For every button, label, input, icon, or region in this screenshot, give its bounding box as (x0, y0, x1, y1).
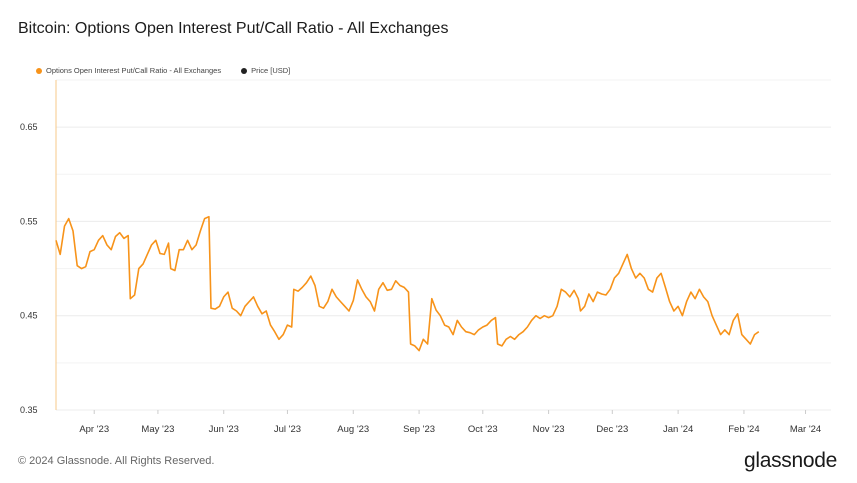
x-tick-label: Jul '23 (274, 424, 301, 435)
y-tick-label: 0.65 (20, 122, 38, 132)
legend-label-put-call-ratio: Options Open Interest Put/Call Ratio - A… (46, 66, 222, 75)
glassnode-logo: glassnode (743, 449, 837, 472)
chart-legend: Options Open Interest Put/Call Ratio - A… (36, 66, 290, 75)
y-tick-label: 0.45 (20, 311, 38, 321)
y-tick-label: 0.55 (20, 216, 38, 226)
x-tick-label: Nov '23 (533, 424, 565, 435)
x-tick-label: May '23 (141, 424, 174, 435)
x-tick-label: Apr '23 (79, 424, 109, 435)
x-tick-label: Sep '23 (403, 424, 435, 435)
series-color-dot (36, 67, 42, 74)
copyright-footer: © 2024 Glassnode. All Rights Reserved. (18, 455, 215, 467)
x-tick-label: Mar '24 (790, 424, 821, 435)
x-tick-label: Jun '23 (209, 424, 239, 435)
x-tick-label: Oct '23 (468, 424, 498, 435)
x-tick-label: Feb '24 (728, 424, 759, 435)
x-tick-label: Dec '23 (596, 424, 628, 435)
legend-label-price: Price [USD] (251, 66, 291, 75)
x-tick-label: Aug '23 (337, 424, 369, 435)
series-line-put-call-ratio (55, 215, 760, 352)
x-tick-label: Jan '24 (663, 424, 693, 435)
page-title: Bitcoin: Options Open Interest Put/Call … (18, 20, 449, 37)
y-tick-label: 0.35 (20, 405, 38, 415)
legend-item-put-call-ratio[interactable]: Options Open Interest Put/Call Ratio - A… (36, 66, 221, 75)
price-color-dot (241, 67, 248, 74)
legend-item-price[interactable]: Price [USD] (241, 66, 290, 75)
